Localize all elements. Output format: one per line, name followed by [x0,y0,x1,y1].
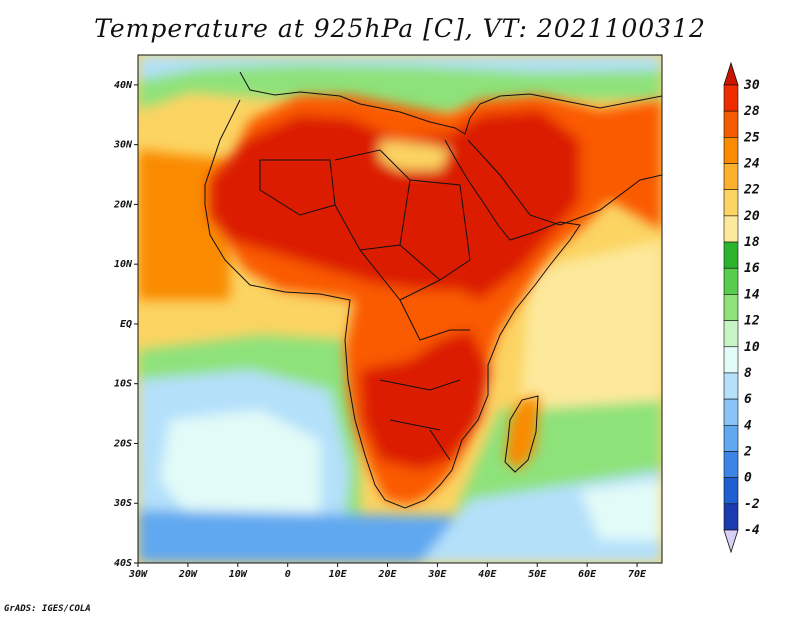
colorbar-label: 25 [743,130,760,145]
lat-tick-label: EQ [120,319,132,330]
north-coast [239,71,662,135]
latitude-axis: 40N 30N 20N 10N EQ 10S 20S 30S 40S [113,80,138,569]
coastlines [204,71,662,509]
lon-tick-label: 20E [377,569,397,580]
colorbar-label: 0 [744,471,752,486]
longitude-axis: 30W 20W 10W 0 10E 20E 30E 40E 50E 60E 70E [128,563,647,580]
colorbar-label: 20 [743,209,760,224]
colorbar-swatch [723,241,739,269]
lat-tick-label: 20S [113,438,132,449]
madagascar-coast [504,395,539,473]
lat-tick-label: 10N [114,259,133,270]
colorbar-swatch [723,294,739,321]
colorbar-label: 30 [743,78,760,93]
lon-tick-label: 30E [427,569,447,580]
colorbar-swatch [723,503,739,531]
colorbar-label: 14 [744,287,760,302]
colorbar-label: 6 [744,392,752,407]
temperature-field [138,55,662,563]
lon-tick-label: 60E [578,569,597,580]
map-title: Temperature at 925hPa [C], VT: 202110031… [94,14,706,43]
colorbar-label: -2 [744,497,760,512]
indian-ocean-light [520,240,662,410]
lat-tick-label: 30S [113,498,132,509]
colorbar-swatch [723,110,739,138]
colorbar-label: 8 [744,366,752,381]
colorbar-swatch [723,163,739,191]
country-borders [259,149,471,461]
lon-tick-label: 0 [285,569,291,580]
colorbar-label: 24 [743,157,760,172]
colorbar-swatch [723,372,739,400]
colorbar-label: 28 [743,104,760,119]
lat-tick-label: 10S [114,379,132,390]
indian-ocean-pale [580,480,662,540]
lon-tick-label: 50E [528,569,547,580]
colorbar-swatch [723,267,739,295]
colorbar-swatch [723,84,739,112]
africa-coast [204,99,581,509]
colorbar-top-arrow [723,61,739,86]
colorbar-label: 10 [744,340,760,355]
colorbar-swatch [723,398,739,426]
colorbar-swatch [723,320,739,348]
lat-tick-label: 20N [113,199,133,210]
colorbar-label: 22 [743,183,760,198]
colorbar-label: -4 [744,523,760,538]
colorbar-swatch [723,451,739,478]
grads-credit: GrADS: IGES/COLA [4,604,91,614]
colorbar-label: 16 [744,261,760,276]
arabia-coast [467,139,662,226]
colorbar-swatch [723,424,739,452]
colorbar-label: 12 [744,314,760,329]
map-frame [137,54,663,564]
lon-tick-label: 10E [329,569,348,580]
south-atlantic-pale [160,410,320,530]
libya-coast-mild [380,140,450,170]
land-hot-north [210,110,580,300]
colorbar-swatch [723,137,739,164]
colorbar-swatch [723,477,739,505]
colorbar-label: 4 [744,418,752,433]
lat-tick-label: 30N [113,140,133,151]
colorbar-label: 2 [743,444,752,459]
land-hot-south [360,330,490,470]
lon-tick-label: 30W [128,569,148,580]
colorbar-label: 18 [744,235,760,250]
lat-tick-label: 40N [114,80,133,91]
lon-tick-label: 20W [178,569,198,580]
north-cold-band [138,55,662,80]
lon-tick-label: 40E [478,569,497,580]
colorbar-swatch [723,189,739,217]
colorbar-swatch [723,215,739,243]
lon-tick-label: 10W [229,569,248,580]
atlantic-warm [138,150,230,300]
colorbar-bottom-arrow [723,529,739,554]
lon-tick-label: 70E [628,569,647,580]
colorbar-swatch [723,346,739,374]
lat-tick-label: 40S [114,558,132,569]
